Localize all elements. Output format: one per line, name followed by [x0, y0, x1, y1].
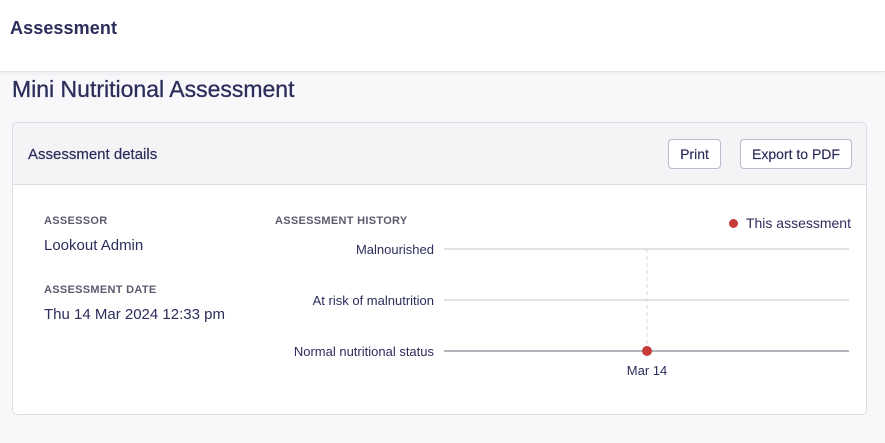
card-title: Assessment details [28, 146, 158, 163]
assessment-details-card: Assessment details Print Export to PDF A… [12, 122, 867, 415]
legend-dot-icon [728, 218, 738, 228]
data-point [642, 346, 652, 356]
card-header: Assessment details Print Export to PDF [13, 123, 866, 185]
x-tick-label: Mar 14 [627, 363, 667, 378]
y-tick-label: At risk of malnutrition [313, 293, 434, 308]
top-bar: Assessment [0, 0, 885, 72]
assessment-date-value: Thu 14 Mar 2024 12:33 pm [44, 306, 225, 323]
export-pdf-button[interactable]: Export to PDF [740, 139, 852, 169]
legend-label: This assessment [745, 215, 851, 231]
y-tick-label: Malnourished [356, 242, 434, 257]
assessor-label: ASSESSOR [44, 215, 108, 227]
page-title: Mini Nutritional Assessment [12, 76, 295, 102]
assessment-date-label: ASSESSMENT DATE [44, 284, 157, 296]
print-button[interactable]: Print [668, 139, 721, 169]
top-bar-title: Assessment [10, 18, 118, 38]
assessment-history-label: ASSESSMENT HISTORY [275, 215, 408, 227]
y-tick-label: Normal nutritional status [294, 344, 435, 359]
assessor-value: Lookout Admin [44, 237, 144, 254]
chart-legend: This assessment [728, 215, 851, 231]
